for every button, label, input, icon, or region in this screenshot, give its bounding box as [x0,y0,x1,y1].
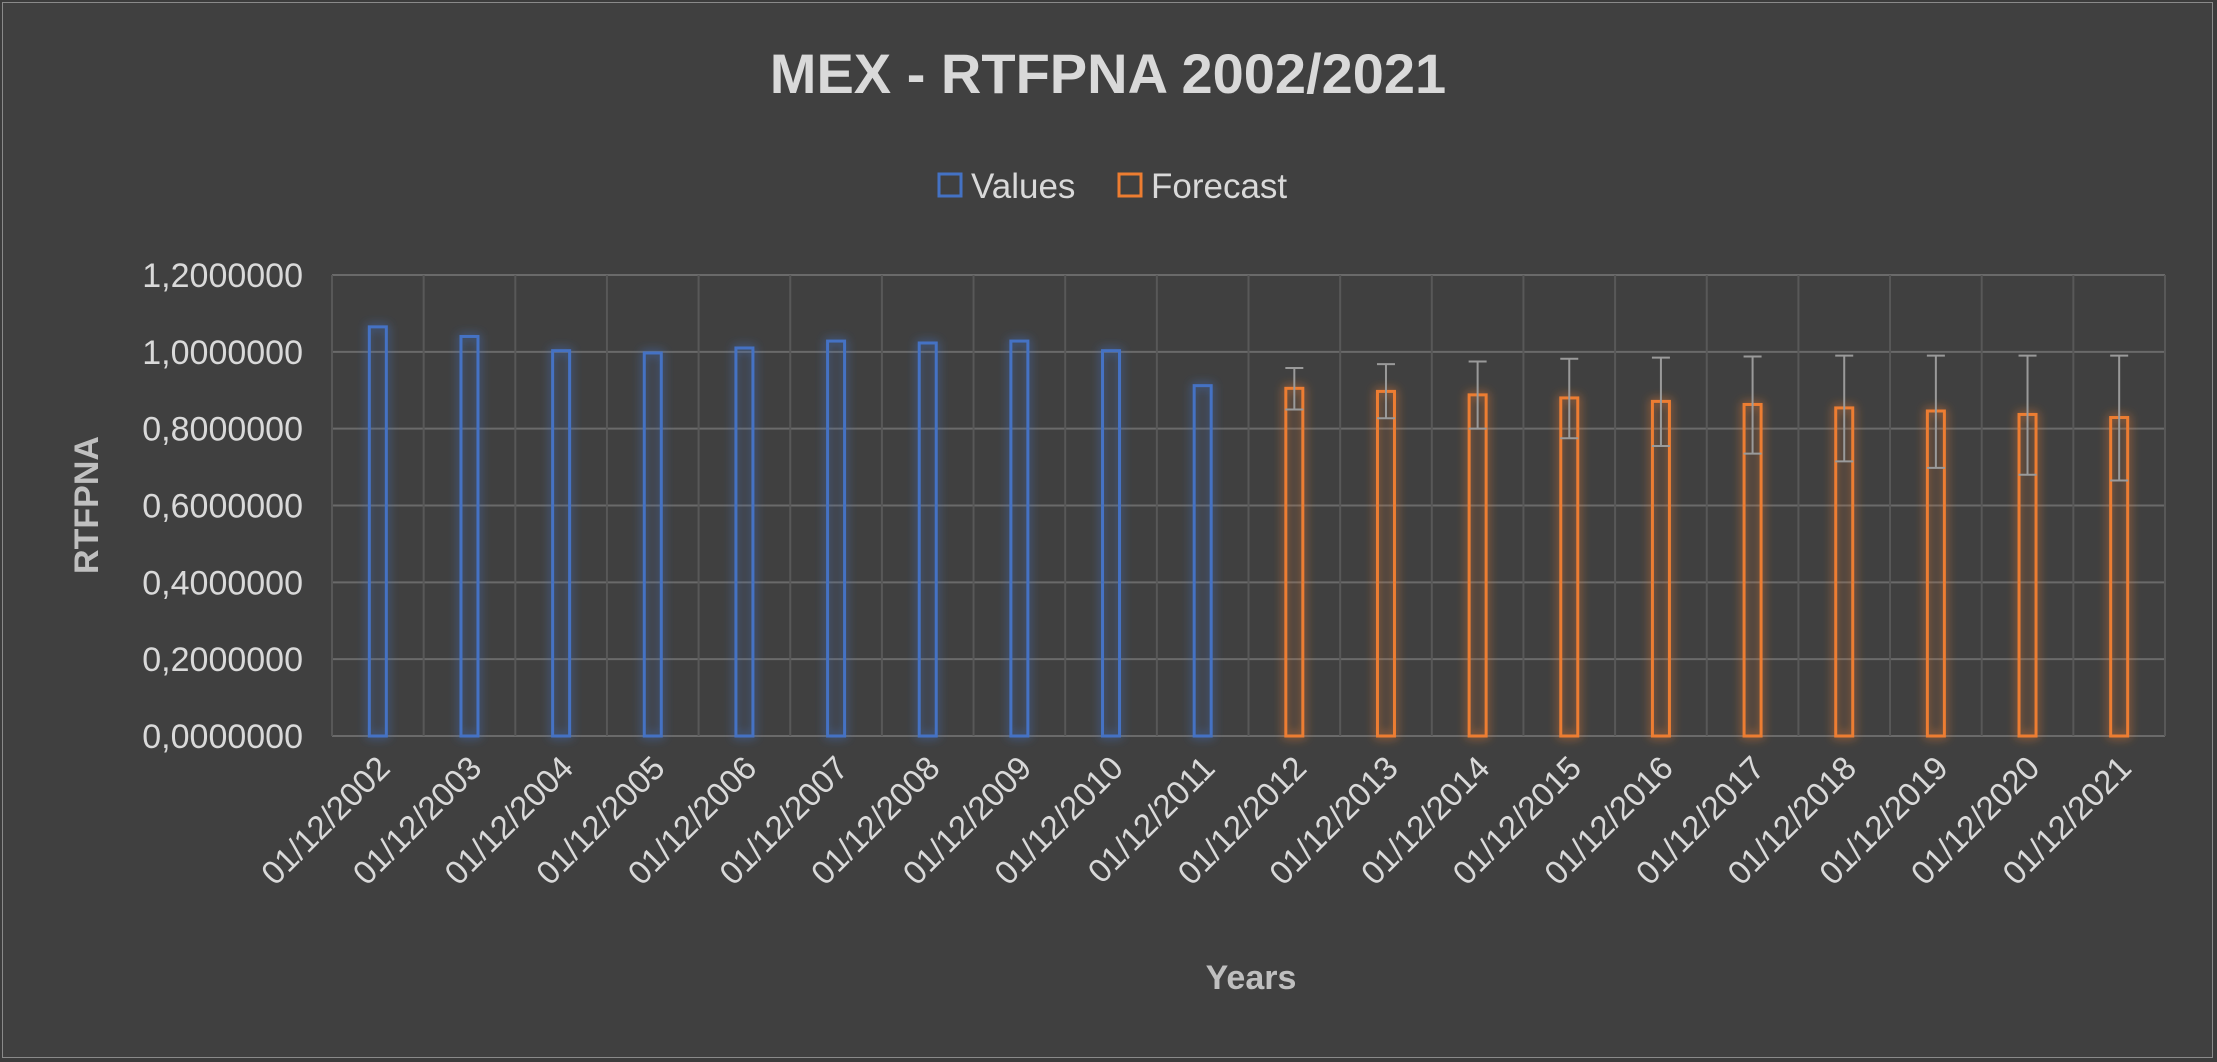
bar-values [1009,339,1030,738]
y-tick-label: 1,0000000 [142,334,303,372]
bar-values [642,351,663,738]
bar-values [826,339,847,738]
bar-forecast [1284,386,1305,738]
error-bar [1468,360,1487,430]
legend: Values Forecast [937,167,1287,206]
bar-forecast [1467,393,1488,738]
legend-label-values: Values [971,167,1075,206]
error-bar [1560,357,1579,440]
bar-values [1192,384,1213,738]
error-bar [2110,354,2129,482]
bar-values [367,325,388,738]
legend-swatch-values [937,172,963,198]
y-axis-ticks: 0,0000000 0,2000000 0,4000000 0,6000000 0,80… [142,257,303,756]
y-tick-label: 0,4000000 [142,564,303,602]
error-bar [1835,354,1854,463]
bar-forecast [1375,389,1396,738]
error-bar [1285,366,1304,411]
y-tick-label: 0,2000000 [142,641,303,679]
bar-values [917,341,938,738]
error-bar [1926,354,1945,469]
bar-forecast [1559,396,1580,738]
bar-values [1101,349,1122,738]
y-axis-title: RTFPNA [68,436,106,574]
error-bar [1651,356,1670,447]
x-axis-title: Years [1206,959,1297,997]
chart-title: MEX - RTFPNA 2002/2021 [770,42,1446,105]
grid [331,274,2166,737]
x-axis-ticks: 01/12/200201/12/200301/12/200401/12/2005… [254,749,2138,892]
bar-values [734,346,755,738]
bar-values [459,334,480,738]
error-bar [1743,355,1762,455]
error-bar [1376,363,1395,420]
bar-forecast [1650,399,1671,738]
y-tick-label: 1,2000000 [142,257,303,295]
error-bar [2018,354,2037,476]
y-tick-label: 0,0000000 [142,718,303,756]
bar-values [551,349,572,738]
y-tick-label: 0,6000000 [142,488,303,526]
legend-swatch-forecast [1117,172,1143,198]
legend-label-forecast: Forecast [1151,167,1287,206]
y-tick-label: 0,8000000 [142,411,303,449]
error-bars [1285,354,2129,482]
